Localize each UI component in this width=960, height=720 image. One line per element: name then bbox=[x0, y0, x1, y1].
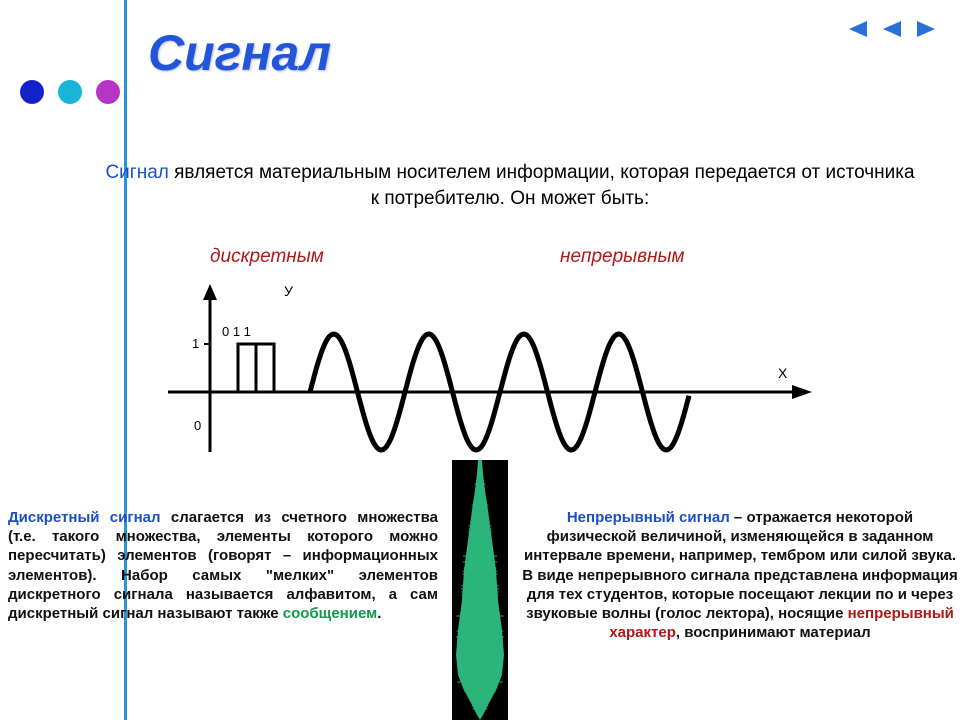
nav-prev-alt-button[interactable] bbox=[844, 18, 872, 40]
dot-icon bbox=[20, 80, 44, 104]
desc-discrete-lead: Дискретный сигнал bbox=[8, 509, 161, 526]
triangle-left-icon bbox=[883, 21, 901, 37]
subhead-continuous: непрерывным bbox=[560, 246, 685, 268]
intro-lead: Сигнал bbox=[105, 162, 168, 183]
triangle-left-icon bbox=[849, 21, 867, 37]
decorative-dots bbox=[20, 80, 120, 104]
desc-cont-after: , воспринимают материал bbox=[676, 624, 871, 641]
svg-text:X: X bbox=[778, 365, 788, 381]
dot-icon bbox=[96, 80, 120, 104]
desc-cont-lead: Непрерывный сигнал bbox=[567, 509, 730, 526]
waveform-vertical bbox=[452, 460, 508, 720]
subhead-discrete: дискретным bbox=[210, 246, 324, 268]
nav-prev-button[interactable] bbox=[878, 18, 906, 40]
dot-icon bbox=[58, 80, 82, 104]
triangle-right-icon bbox=[917, 21, 935, 37]
description-discrete: Дискретный сигнал слагается из счетного … bbox=[8, 508, 438, 623]
svg-text:1: 1 bbox=[192, 336, 199, 351]
signal-graph-svg: У X 1 0 0 1 1 bbox=[160, 282, 820, 462]
page-title: Сигнал bbox=[148, 24, 331, 82]
desc-discrete-tail: сообщением bbox=[283, 605, 377, 622]
svg-text:0 1 1: 0 1 1 bbox=[222, 324, 251, 339]
nav-next-button[interactable] bbox=[912, 18, 940, 40]
svg-text:0: 0 bbox=[194, 418, 201, 433]
intro-text: Сигнал является материальным носителем и… bbox=[100, 160, 920, 211]
waveform-icon bbox=[452, 460, 508, 720]
svg-text:У: У bbox=[284, 283, 293, 299]
desc-discrete-dot: . bbox=[377, 605, 381, 622]
description-continuous: Непрерывный сигнал – отражается некоторо… bbox=[520, 508, 960, 642]
intro-rest: является материальным носителем информац… bbox=[169, 162, 915, 209]
signal-graph: У X 1 0 0 1 1 bbox=[160, 282, 820, 462]
